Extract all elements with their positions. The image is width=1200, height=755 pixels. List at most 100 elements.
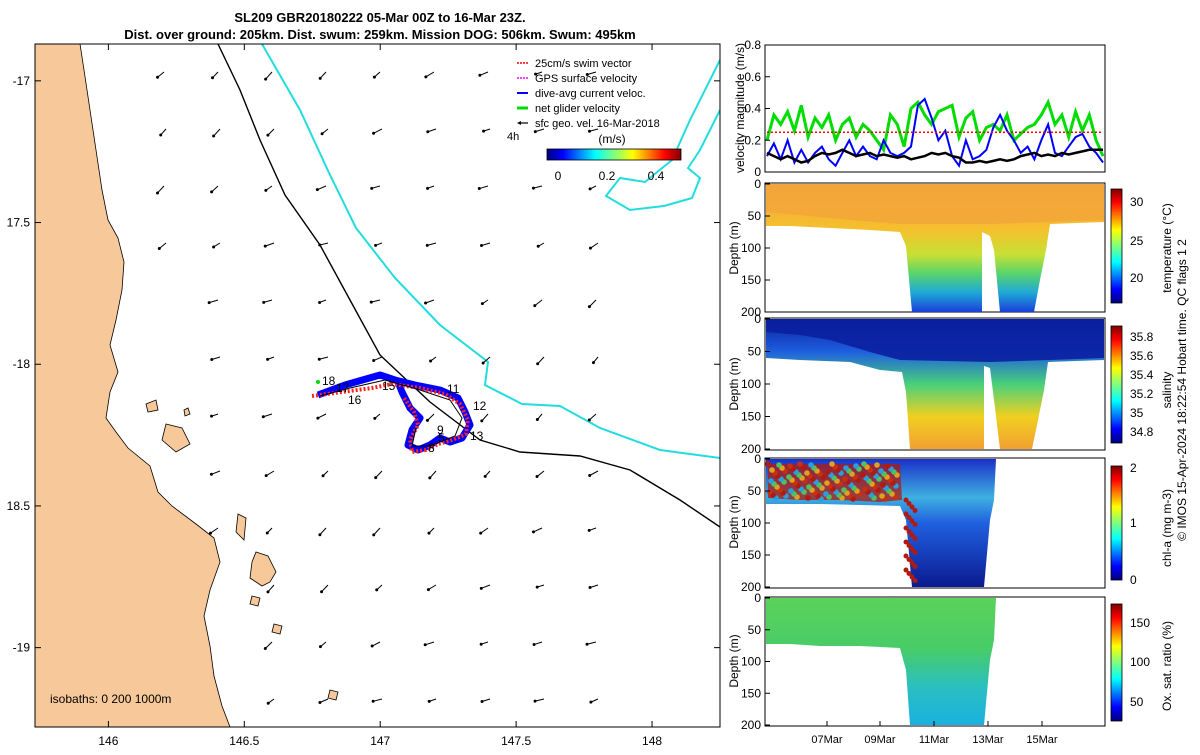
sfc-velocity-arrow	[213, 128, 221, 137]
sfc-velocity-arrowhead	[157, 246, 161, 250]
side-note: © IMOS 15-Apr-2024 18:22:54 Hobart time.…	[1175, 239, 1189, 541]
chla-sample	[909, 546, 915, 552]
glider-track	[311, 371, 474, 455]
sfc-velocity-arrow	[267, 584, 275, 593]
colorbar-gradient	[546, 148, 682, 161]
salinity-ctick-0: 35.8	[1130, 330, 1154, 344]
time-tick-label: 11Mar	[919, 734, 950, 746]
track-label: 5	[438, 431, 445, 445]
sfc-velocity-arrowhead	[156, 75, 160, 79]
map-xtick-label: 147.5	[501, 734, 531, 748]
chla-sample	[912, 550, 918, 555]
sfc-velocity-arrowhead	[315, 188, 319, 192]
chla-sample	[903, 497, 909, 503]
isobath-200m	[261, 44, 720, 459]
sfc-velocity-arrowhead	[479, 531, 483, 535]
sfc-velocity-arrowhead	[425, 243, 429, 247]
chla-sample	[860, 472, 866, 478]
isobath-1000m	[217, 44, 720, 528]
oxygen-clabel: Ox. sat. ratio (%)	[1160, 621, 1174, 711]
sfc-velocity-arrowhead	[156, 191, 160, 195]
depth-tick-label: 150	[741, 686, 761, 700]
oxygen-ylabel: Depth (m)	[727, 634, 741, 687]
sfc-velocity-arrowhead	[318, 645, 322, 649]
chla-ctick-0: 2	[1130, 461, 1137, 475]
sfc-velocity-arrow	[265, 470, 275, 477]
sfc-velocity-arrow	[317, 185, 327, 191]
depth-tick-label: 200	[741, 305, 761, 319]
sfc-velocity-arrowhead	[265, 531, 269, 535]
sfc-velocity-arrowhead	[318, 76, 322, 80]
salinity-ylabel: Depth (m)	[727, 357, 741, 410]
sfc-velocity-arrowhead	[585, 73, 589, 77]
temperature-colorbar	[1110, 188, 1123, 304]
track-label: 8	[428, 441, 435, 455]
sfc-velocity-arrow	[210, 527, 219, 534]
depth-tick-label: 150	[741, 410, 761, 424]
oxygen-colorbar	[1110, 603, 1123, 722]
map-xtick-label: 148	[642, 734, 662, 748]
sfc-velocity-arrowhead	[588, 187, 592, 191]
chla-sample	[912, 564, 918, 569]
chla-sample	[906, 557, 912, 562]
chla-sample	[788, 488, 794, 494]
isobath-note: isobaths: 0 200 1000m	[50, 692, 171, 706]
depth-tick-label: 0	[754, 312, 761, 326]
velocity-series-net-glider-velocity	[765, 98, 1105, 157]
chla-sample	[806, 484, 812, 490]
chla-sample	[903, 567, 909, 573]
sfc-velocity-arrow	[425, 641, 435, 646]
salinity-ctick-3: 35.2	[1130, 387, 1154, 401]
chla-sample	[862, 486, 868, 492]
chla-sample	[909, 532, 915, 538]
sfc-velocity-arrowhead	[316, 416, 320, 420]
island	[183, 407, 191, 417]
sfc-velocity-arrowhead	[212, 134, 216, 138]
sfc-velocity-arrowhead	[482, 129, 486, 133]
sfc-velocity-arrowhead	[427, 699, 431, 703]
sfc-velocity-arrowhead	[208, 531, 212, 535]
sfc-velocity-arrowhead	[588, 473, 592, 477]
island	[145, 399, 159, 413]
sfc-velocity-arrow	[265, 71, 273, 80]
map-ytick-label: -18	[13, 357, 31, 371]
velocity-panel: 0 0.2 0.4 0.6 0.8 velocity magnitude (m/s)	[733, 38, 1106, 179]
colorbar-tick-1: 0.2	[599, 169, 616, 183]
chla-sample	[906, 543, 912, 548]
map-xtick-label: 146.5	[229, 734, 259, 748]
sfc-velocity-arrow	[319, 527, 327, 536]
chla-sample	[909, 518, 915, 524]
salinity-panel: 0 50 100 150 200 Depth (m) 35.8 35.6 35.4 35…	[727, 312, 1174, 456]
chla-sample	[906, 571, 912, 576]
salinity-ctick-1: 35.6	[1130, 349, 1154, 363]
salinity-colorbar	[1110, 325, 1123, 444]
depth-tick-label: 200	[741, 442, 761, 456]
chla-sample	[786, 474, 792, 480]
velocity-y-axis: 0 0.2 0.4 0.6 0.8	[744, 38, 770, 179]
temperature-ctick-2: 20	[1130, 271, 1144, 285]
velocity-series-dive-avg-current-veloc-	[766, 97, 1104, 168]
sfc-velocity-arrowhead	[591, 361, 595, 365]
sfc-velocity-arrowhead	[585, 642, 589, 646]
sfc-velocity-arrow	[427, 242, 437, 246]
sfc-velocity-arrowhead	[587, 418, 591, 422]
sfc-velocity-arrowhead	[479, 642, 483, 646]
map-x-axis: 146 146.5 147 147.5 148	[98, 44, 662, 748]
chla-sample	[912, 522, 918, 527]
sfc-velocity-arrow	[537, 356, 545, 365]
sfc-velocity-arrowhead	[370, 186, 374, 190]
sfc-velocity-arrowhead	[375, 588, 379, 592]
chla-sample	[906, 529, 912, 534]
velocity-ytick-label: 0.2	[744, 133, 761, 147]
chla-samples	[765, 461, 918, 583]
depth-tick-label: 150	[741, 548, 761, 562]
map-frame	[34, 43, 721, 728]
temperature-ctick-1: 25	[1130, 234, 1144, 248]
island	[327, 689, 339, 701]
colorbar-tick-2: 0.4	[648, 169, 665, 183]
sfc-velocity-arrow	[264, 641, 273, 649]
sfc-velocity-arrowhead	[534, 72, 538, 76]
sfc-velocity-arrowhead	[266, 590, 270, 594]
time-tick-label: 13Mar	[972, 734, 1004, 746]
